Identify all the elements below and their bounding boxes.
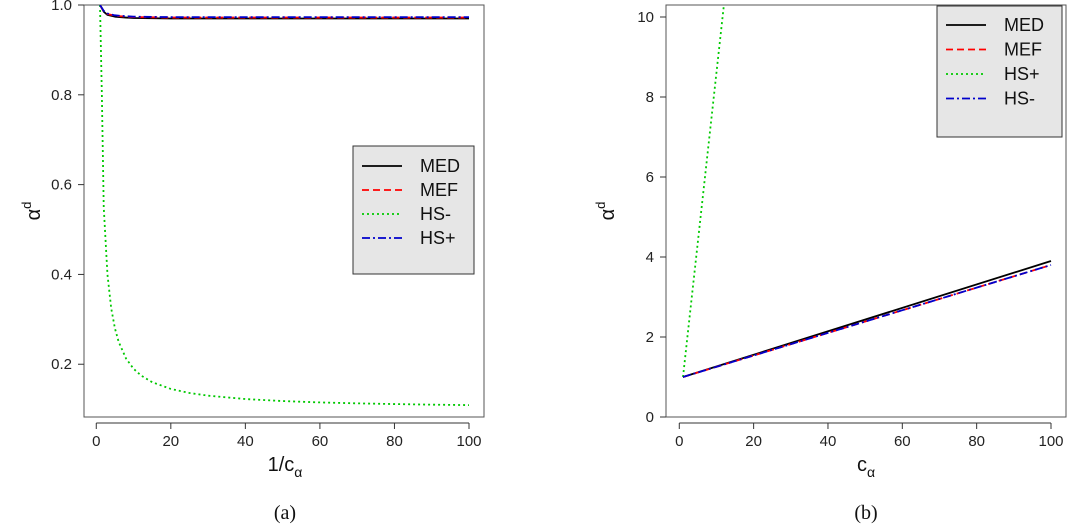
y-tick-label: 2: [646, 329, 654, 346]
series-line-hsminus: [682, 264, 1052, 378]
y-tick-label: 4: [646, 249, 654, 266]
y-tick-label: 8: [646, 89, 654, 106]
x-tick-label: 80: [386, 433, 403, 450]
legend-b: MED MEF HS+ HS-: [936, 5, 1063, 138]
panel-a: 0.2 0.4 0.6 0.8 1.0 0 20 40 60 80 100 1/cα αd MED…: [19, 0, 485, 524]
y-axis-label-b: αd: [593, 202, 619, 221]
y-tick-label: 0.8: [51, 87, 72, 104]
x-tick-label: 60: [894, 433, 911, 450]
series-line-hsminus: [99, 5, 470, 406]
legend-label: MEF: [420, 180, 458, 200]
x-axis-a: 0 20 40 60 80 100: [92, 422, 482, 450]
legend-label: HS-: [1004, 89, 1035, 109]
legend-label: HS-: [420, 204, 451, 224]
x-axis-label-a: 1/cα: [268, 454, 303, 480]
legend-label: MED: [1004, 15, 1044, 35]
x-tick-label: 20: [745, 433, 762, 450]
y-axis-label-a: αd: [19, 202, 45, 221]
x-tick-label: 40: [820, 433, 837, 450]
y-tick-label: 0.6: [51, 177, 72, 194]
series-group-a: [99, 5, 470, 406]
y-axis-a: 0.2 0.4 0.6 0.8 1.0: [51, 0, 84, 373]
x-tick-label: 100: [1038, 433, 1063, 450]
legend-label: HS+: [420, 228, 456, 248]
x-tick-label: 0: [92, 433, 100, 450]
x-tick-label: 40: [237, 433, 254, 450]
series-line-hsplus: [682, 5, 725, 378]
x-tick-label: 60: [312, 433, 329, 450]
x-axis-label-b: cα: [857, 454, 875, 480]
x-tick-label: 100: [456, 433, 481, 450]
legend-label: MEF: [1004, 40, 1042, 60]
legend-label: HS+: [1004, 64, 1040, 84]
y-tick-label: 0: [646, 409, 654, 426]
caption-a: (a): [274, 502, 296, 524]
y-tick-label: 6: [646, 169, 654, 186]
x-tick-label: 20: [162, 433, 179, 450]
x-tick-label: 0: [675, 433, 683, 450]
legend-label: MED: [420, 156, 460, 176]
series-group-b: [682, 5, 1052, 378]
y-tick-label: 0.2: [51, 356, 72, 373]
y-tick-label: 1.0: [51, 0, 72, 14]
legend-box-b: [936, 5, 1063, 138]
y-axis-b: 0 2 4 6 8 10: [637, 9, 666, 426]
x-axis-b: 0 20 40 60 80 100: [675, 422, 1064, 450]
y-tick-label: 10: [637, 9, 654, 26]
y-tick-label: 0.4: [51, 266, 72, 283]
caption-b: (b): [854, 502, 877, 524]
legend-a: MED MEF HS- HS+: [352, 145, 475, 275]
legend-box-a: [352, 145, 475, 275]
series-line-hsplus: [99, 5, 469, 19]
x-tick-label: 80: [968, 433, 985, 450]
